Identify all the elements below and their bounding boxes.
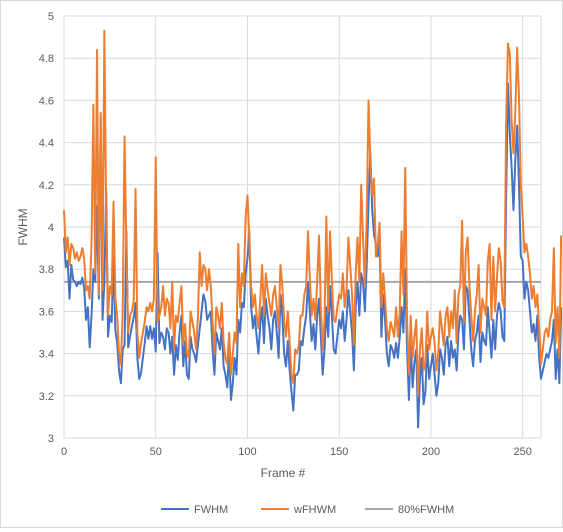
x-tick-label: 250 [513,446,531,458]
series-line-fwhm [63,82,563,429]
x-tick-labels: 0 50 100 150 200 250 [61,446,532,458]
y-tick-label: 5 [48,11,54,23]
x-tick-label: 200 [422,446,440,458]
y-tick-label: 3.4 [39,349,54,361]
x-tick-label: 0 [61,446,67,458]
x-tick-label: 50 [150,446,162,458]
y-tick-label: 3 [48,433,54,445]
series-layer [63,29,563,429]
legend: FWHM wFHWM 80%FWHM [161,504,454,516]
x-axis-title: Frame # [261,466,306,480]
y-tick-label: 4 [48,222,54,234]
legend-label: 80%FWHM [398,504,454,516]
legend-label: FWHM [194,504,228,516]
y-tick-label: 4.6 [39,95,54,107]
x-tick-label: 100 [238,446,256,458]
y-tick-label: 4.4 [39,138,54,150]
x-tick-label: 150 [330,446,348,458]
series-line-wfhwm [63,29,563,397]
y-tick-label: 4.8 [39,53,54,65]
y-axis-title: FWHM [16,208,30,245]
y-tick-label: 4.2 [39,180,54,192]
y-tick-label: 3.2 [39,391,54,403]
y-tick-labels: 3 3.2 3.4 3.6 3.8 4 4.2 4.4 4.6 4.8 5 [39,11,54,445]
y-tick-label: 3.8 [39,264,54,276]
y-tick-label: 3.6 [39,306,54,318]
legend-label: wFHWM [293,504,336,516]
